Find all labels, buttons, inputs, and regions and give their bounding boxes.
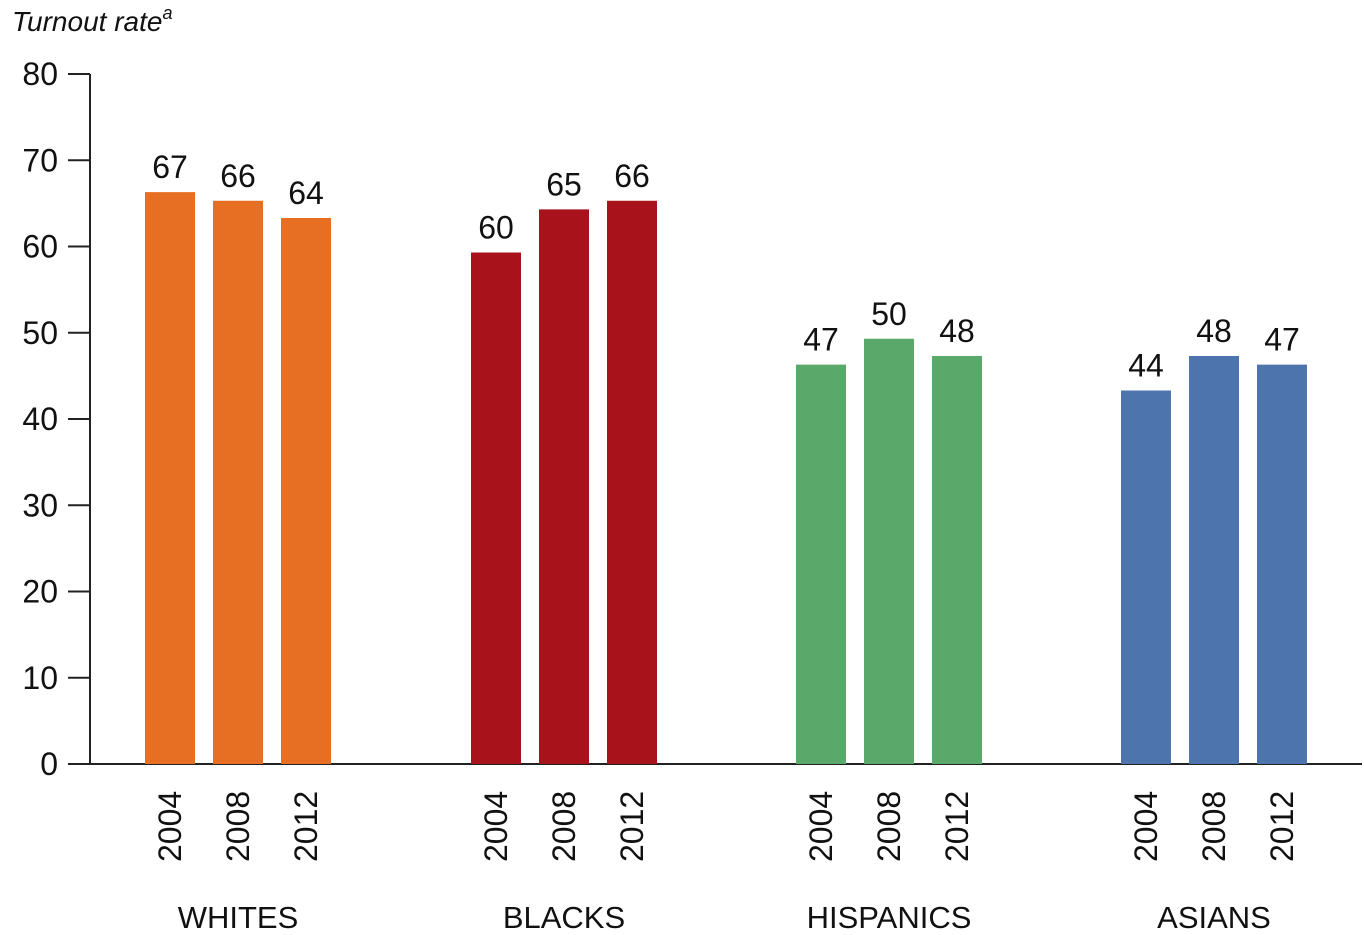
- x-tick-label: 2004: [1128, 791, 1164, 862]
- x-tick-label: 2008: [546, 791, 582, 862]
- data-label: 60: [478, 210, 514, 246]
- bars: [145, 192, 1307, 764]
- data-label: 47: [803, 322, 839, 358]
- x-tick-label: 2004: [803, 791, 839, 862]
- group-label: HISPANICS: [807, 900, 972, 935]
- data-label: 44: [1128, 348, 1164, 384]
- y-tick-label: 50: [22, 315, 58, 351]
- y-tick-label: 10: [22, 660, 58, 696]
- data-label: 66: [614, 158, 650, 194]
- x-tick-label: 2012: [1264, 791, 1300, 862]
- bar: [932, 356, 982, 764]
- data-label: 48: [939, 313, 975, 349]
- x-tick-label: 2004: [478, 791, 514, 862]
- x-tick-label: 2008: [220, 791, 256, 862]
- group-label: BLACKS: [503, 900, 625, 935]
- data-label: 66: [220, 158, 256, 194]
- y-tick-label: 60: [22, 229, 58, 265]
- bar: [607, 200, 657, 764]
- x-tick-label: 2008: [871, 791, 907, 862]
- bar: [796, 364, 846, 764]
- y-tick-label: 40: [22, 401, 58, 437]
- y-tick-label: 30: [22, 487, 58, 523]
- bar: [145, 192, 195, 764]
- bar: [1189, 356, 1239, 764]
- data-label: 48: [1196, 313, 1232, 349]
- data-label: 64: [288, 175, 324, 211]
- x-tick-label: 2012: [939, 791, 975, 862]
- labels: 67 2004 66 2008 64 2012 WHITES 60 2004 65 2008 66 20…: [152, 149, 1300, 935]
- y-axis-label-superscript: a: [162, 3, 172, 23]
- x-tick-label: 2012: [614, 791, 650, 862]
- bar: [1257, 364, 1307, 764]
- group-label: WHITES: [178, 900, 299, 935]
- x-tick-label: 2004: [152, 791, 188, 862]
- bar: [864, 338, 914, 764]
- data-label: 65: [546, 166, 582, 202]
- bar: [213, 200, 263, 764]
- y-tick-label: 0: [40, 746, 58, 782]
- bar: [1121, 390, 1171, 764]
- y-tick-label: 70: [22, 142, 58, 178]
- y-tick-label: 20: [22, 574, 58, 610]
- bar: [471, 252, 521, 764]
- x-tick-label: 2012: [288, 791, 324, 862]
- y-tick-label: 80: [22, 56, 58, 92]
- y-axis-label: Turnout ratea: [12, 3, 172, 37]
- group-label: ASIANS: [1157, 900, 1271, 935]
- x-tick-label: 2008: [1196, 791, 1232, 862]
- data-label: 50: [871, 296, 907, 332]
- y-axis-label-text: Turnout rate: [12, 6, 162, 37]
- data-label: 67: [152, 149, 188, 185]
- bar: [539, 209, 589, 764]
- bar: [281, 218, 331, 764]
- data-label: 47: [1264, 322, 1300, 358]
